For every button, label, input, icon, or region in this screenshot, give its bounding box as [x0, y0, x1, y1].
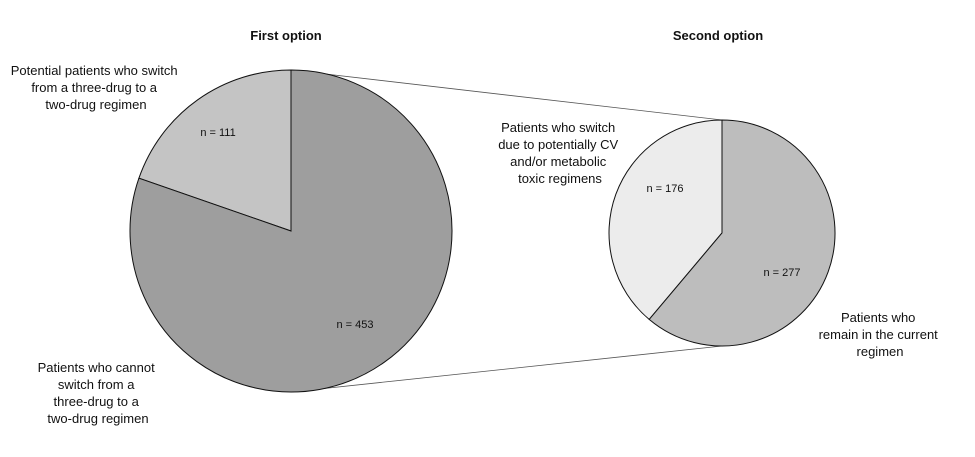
- first-option-title: First option: [250, 28, 322, 43]
- annotation-line: Potential patients who switch: [11, 63, 178, 78]
- annotation-line: regimen: [857, 344, 904, 359]
- annotation-line: due to potentially CV: [498, 137, 618, 152]
- connector-line-bottom: [290, 345, 723, 393]
- slice-label-n176: n = 176: [646, 183, 683, 195]
- connector-line-top: [290, 69, 723, 121]
- first-pie-slice-453: [129, 69, 453, 393]
- second-pie-slice-176: [608, 119, 723, 321]
- second-pie-slice-277: [648, 119, 836, 347]
- slice-label-n277: n = 277: [763, 267, 800, 279]
- annotation-line: two-drug regimen: [45, 97, 146, 112]
- first-option-pie: [129, 69, 453, 393]
- annotation-line: remain in the current: [819, 327, 939, 342]
- annotation-cannot-switch: Patients who cannot switch from a three-…: [38, 360, 159, 426]
- annotation-line: Patients who switch: [501, 120, 615, 135]
- second-option-pie: [608, 119, 836, 347]
- annotation-line: two-drug regimen: [47, 411, 148, 426]
- second-option-title: Second option: [673, 28, 763, 43]
- annotation-switch-toxic: Patients who switch due to potentially C…: [498, 120, 622, 186]
- slice-label-n111: n = 111: [200, 127, 235, 139]
- annotation-potential-switch: Potential patients who switch from a thr…: [11, 63, 182, 112]
- annotation-line: toxic regimens: [518, 171, 602, 186]
- first-pie-slice-111: [138, 69, 292, 232]
- annotation-line: Patients who cannot: [38, 360, 155, 375]
- annotation-line: Patients who: [841, 310, 915, 325]
- annotation-remain-current: Patients who remain in the current regim…: [819, 310, 942, 359]
- annotation-line: three-drug to a: [54, 394, 140, 409]
- annotation-line: from a three-drug to a: [31, 80, 157, 95]
- annotation-line: and/or metabolic: [510, 154, 607, 169]
- annotation-line: switch from a: [58, 377, 135, 392]
- slice-label-n453: n = 453: [336, 319, 373, 331]
